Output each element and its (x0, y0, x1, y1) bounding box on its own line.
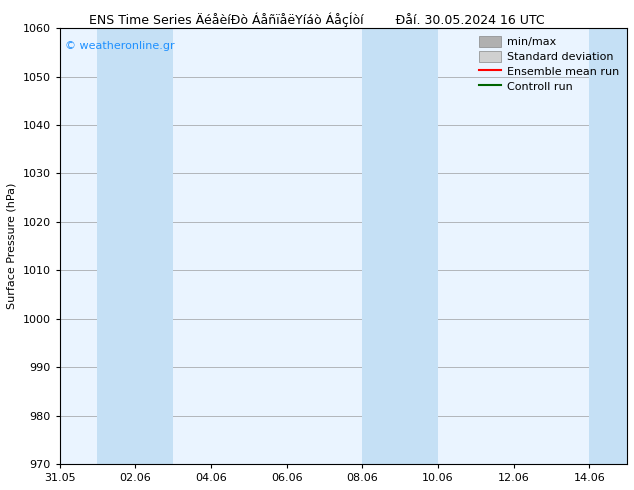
Bar (362, 28, 438, 464)
Text: ENS Time Series ÄéåèíÐò ÁåñïåëYíáò ÁåçÍòí        Ðåí. 30.05.2024 16 UTC: ENS Time Series ÄéåèíÐò ÁåñïåëYíáò ÁåçÍò… (89, 12, 545, 27)
Y-axis label: Surface Pressure (hPa): Surface Pressure (hPa) (7, 183, 17, 309)
Bar (589, 28, 627, 464)
Legend: min/max, Standard deviation, Ensemble mean run, Controll run: min/max, Standard deviation, Ensemble me… (475, 31, 624, 96)
Text: © weatheronline.gr: © weatheronline.gr (65, 41, 175, 51)
Bar (98, 28, 173, 464)
